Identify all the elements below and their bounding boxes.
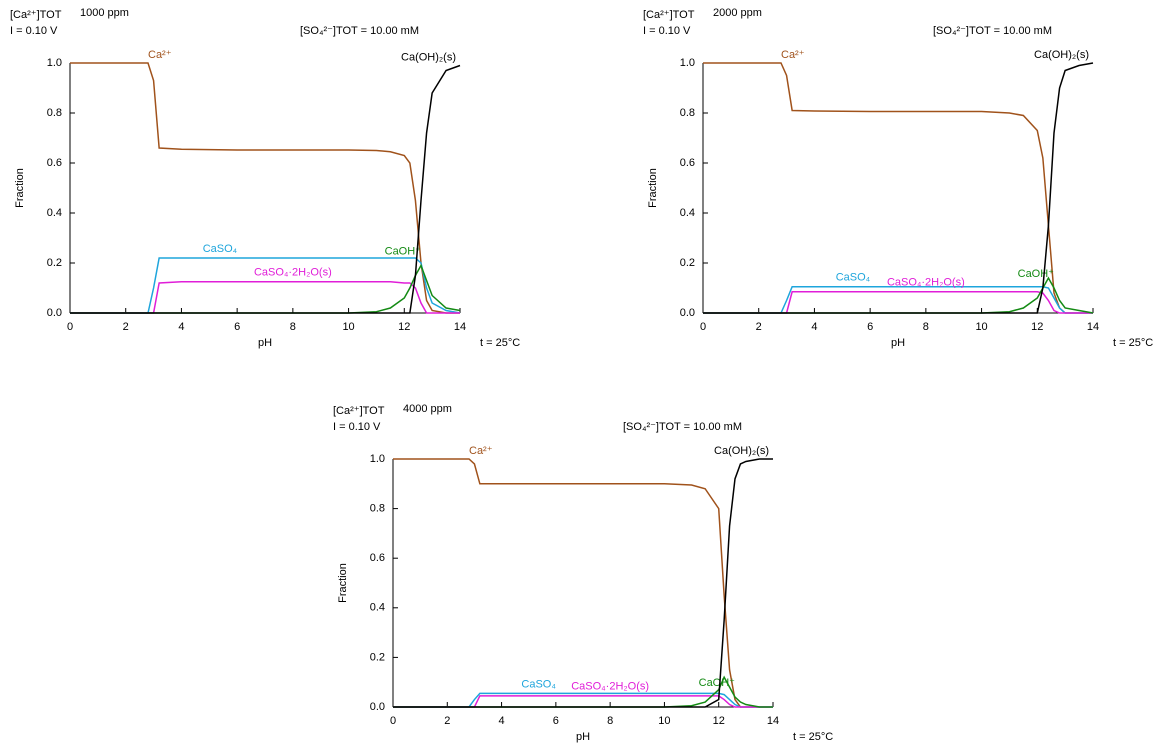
x-tick-label: 12: [1031, 321, 1043, 333]
x-tick-label: 0: [67, 321, 73, 333]
chart-title: 1000 ppm: [80, 7, 129, 19]
series-line: [393, 695, 773, 708]
series-line: [70, 257, 461, 314]
chart-title: 2000 ppm: [713, 7, 762, 19]
x-tick-label: 0: [700, 321, 706, 333]
series-label: Ca²⁺: [148, 49, 172, 61]
sulfate-total: [SO₄²⁻]TOT = 10.00 mM: [300, 25, 419, 37]
series-line: [703, 62, 1094, 314]
x-tick-label: 14: [1087, 321, 1099, 333]
series-line: [703, 291, 1093, 314]
conc-label: [Ca²⁺]TOT: [333, 405, 385, 417]
y-tick-label: 1.0: [370, 453, 385, 465]
x-tick-label: 6: [867, 321, 873, 333]
x-tick-label: 4: [499, 715, 505, 727]
y-tick-label: 0.6: [47, 157, 62, 169]
series-label: Ca²⁺: [469, 445, 493, 457]
x-tick-label: 12: [398, 321, 410, 333]
y-tick-label: 0.2: [680, 257, 695, 269]
series-label: CaSO₄: [521, 678, 556, 690]
series-label: CaSO₄: [203, 243, 238, 255]
y-tick-label: 0.4: [680, 207, 695, 219]
y-tick-label: 0.2: [47, 257, 62, 269]
x-tick-label: 2: [444, 715, 450, 727]
y-tick-label: 1.0: [47, 57, 62, 69]
y-tick-label: 0.2: [370, 651, 385, 663]
y-tick-label: 0.0: [47, 307, 62, 319]
series-line: [70, 62, 460, 314]
series-label: Ca(OH)₂(s): [401, 51, 456, 63]
series-label: CaOH⁺: [1018, 268, 1055, 280]
conc-label: [Ca²⁺]TOT: [10, 9, 62, 21]
y-axis-label: Fraction: [647, 168, 659, 208]
ionic-strength: I = 0.10 V: [333, 421, 381, 433]
ionic-strength: I = 0.10 V: [643, 25, 691, 37]
x-tick-label: 10: [975, 321, 987, 333]
x-tick-label: 6: [234, 321, 240, 333]
x-tick-label: 10: [342, 321, 354, 333]
x-axis-label: pH: [891, 337, 905, 349]
x-axis-label: pH: [258, 337, 272, 349]
y-tick-label: 0.4: [47, 207, 62, 219]
series-label: CaSO₄: [836, 272, 871, 284]
y-tick-label: 0.4: [370, 602, 385, 614]
temperature: t = 25°C: [793, 731, 833, 743]
x-axis-label: pH: [576, 731, 590, 743]
series-line: [393, 458, 773, 708]
series-label: CaSO₄·2H₂O(s): [254, 267, 332, 279]
series-label: CaSO₄·2H₂O(s): [887, 277, 965, 289]
y-tick-label: 0.8: [47, 107, 62, 119]
series-label: CaOH⁺: [699, 677, 736, 689]
x-tick-label: 0: [390, 715, 396, 727]
x-tick-label: 4: [811, 321, 817, 333]
y-axis-label: Fraction: [14, 168, 26, 208]
y-tick-label: 0.0: [680, 307, 695, 319]
y-tick-label: 0.6: [370, 552, 385, 564]
x-tick-label: 2: [756, 321, 762, 333]
y-axis-label: Fraction: [337, 563, 349, 603]
series-label: Ca(OH)₂(s): [714, 445, 769, 457]
temperature: t = 25°C: [1113, 337, 1153, 349]
y-tick-label: 0.8: [370, 503, 385, 515]
chart-title: 4000 ppm: [403, 403, 452, 415]
series-line: [70, 281, 460, 314]
x-tick-label: 14: [767, 715, 779, 727]
series-line: [703, 286, 1093, 314]
x-tick-label: 6: [553, 715, 559, 727]
series-label: Ca²⁺: [781, 49, 805, 61]
x-tick-label: 2: [123, 321, 129, 333]
y-tick-label: 0.8: [680, 107, 695, 119]
x-tick-label: 8: [923, 321, 929, 333]
x-tick-label: 4: [178, 321, 184, 333]
x-tick-label: 10: [658, 715, 670, 727]
series-label: CaOH⁺: [385, 245, 422, 257]
series-label: CaSO₄·2H₂O(s): [571, 681, 649, 693]
series-line: [393, 458, 773, 708]
series-line: [70, 64, 461, 314]
sulfate-total: [SO₄²⁻]TOT = 10.00 mM: [933, 25, 1052, 37]
ionic-strength: I = 0.10 V: [10, 25, 58, 37]
y-tick-label: 1.0: [680, 57, 695, 69]
x-tick-label: 8: [607, 715, 613, 727]
x-tick-label: 12: [713, 715, 725, 727]
x-tick-label: 14: [454, 321, 466, 333]
conc-label: [Ca²⁺]TOT: [643, 9, 695, 21]
x-tick-label: 8: [290, 321, 296, 333]
sulfate-total: [SO₄²⁻]TOT = 10.00 mM: [623, 421, 742, 433]
y-tick-label: 0.0: [370, 701, 385, 713]
y-tick-label: 0.6: [680, 157, 695, 169]
temperature: t = 25°C: [480, 337, 520, 349]
series-label: Ca(OH)₂(s): [1034, 49, 1089, 61]
